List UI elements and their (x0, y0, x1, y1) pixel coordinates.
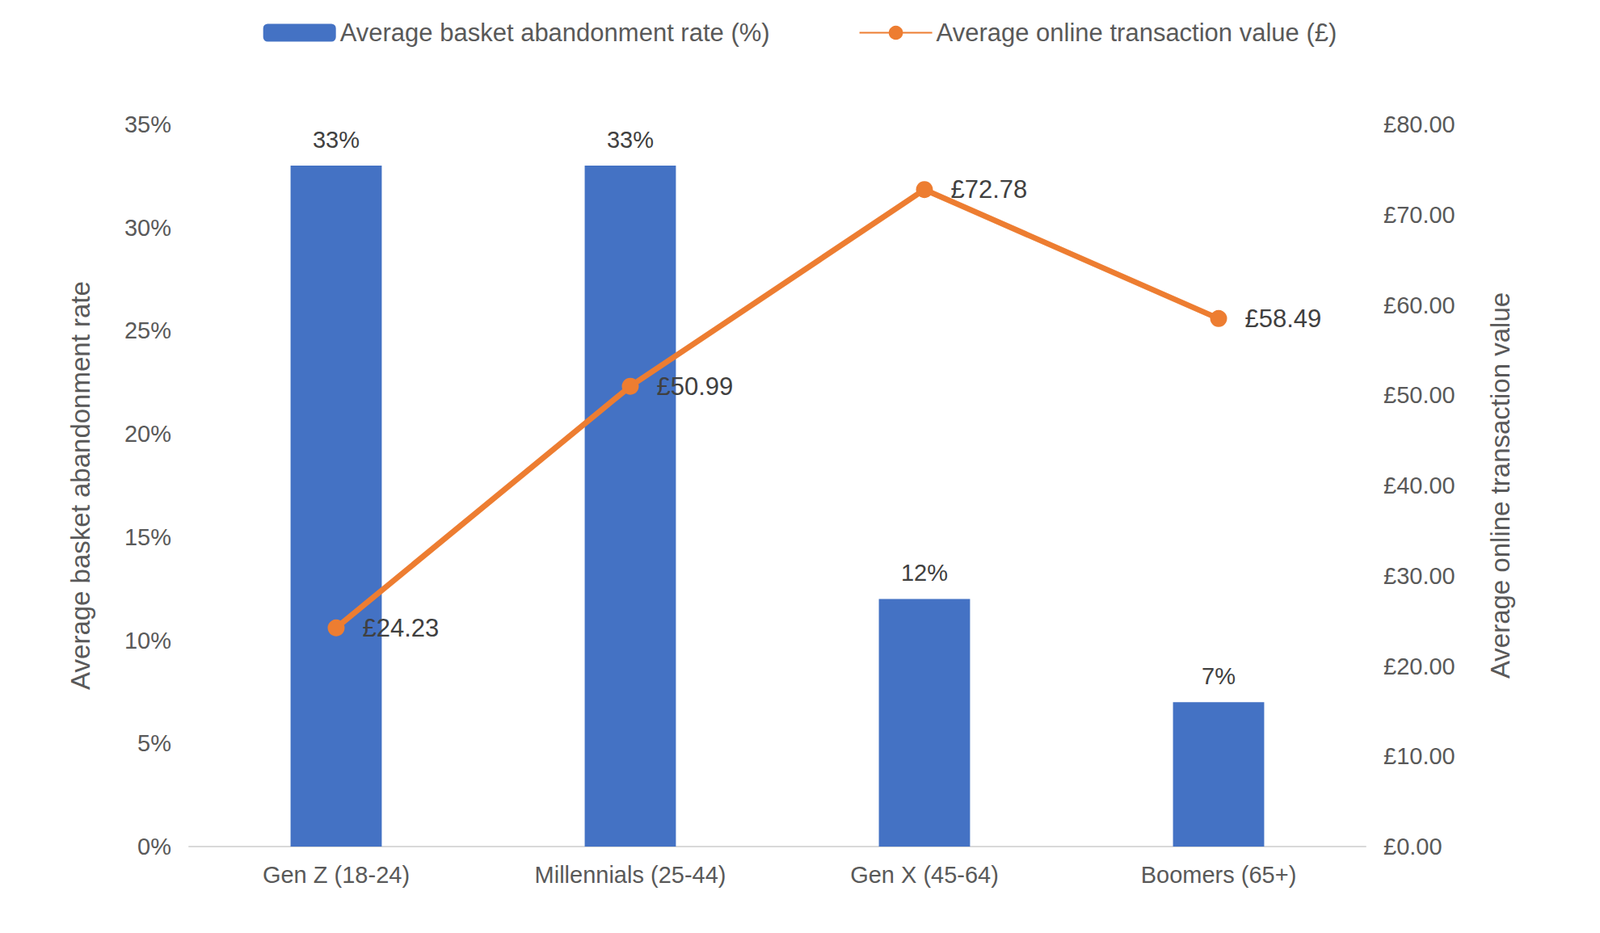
svg-text:£40.00: £40.00 (1383, 472, 1456, 499)
svg-text:33%: 33% (606, 126, 654, 153)
svg-text:Average basket abandonment rat: Average basket abandonment rate (65, 281, 96, 691)
svg-text:£50.00: £50.00 (1383, 382, 1456, 409)
svg-text:5%: 5% (137, 730, 172, 757)
svg-text:£70.00: £70.00 (1383, 202, 1456, 228)
svg-text:Average online transaction val: Average online transaction value (1485, 292, 1516, 679)
svg-text:7%: 7% (1201, 663, 1236, 690)
svg-text:£72.78: £72.78 (951, 175, 1028, 204)
svg-text:£10.00: £10.00 (1383, 743, 1456, 770)
svg-text:£80.00: £80.00 (1383, 111, 1456, 138)
svg-text:33%: 33% (312, 126, 360, 153)
svg-text:Boomers (65+): Boomers (65+) (1141, 862, 1297, 889)
svg-text:£60.00: £60.00 (1383, 292, 1456, 319)
svg-text:Gen X (45-64): Gen X (45-64) (850, 862, 999, 889)
svg-text:15%: 15% (124, 524, 172, 551)
svg-text:£0.00: £0.00 (1383, 833, 1443, 860)
svg-text:0%: 0% (137, 833, 172, 860)
svg-text:20%: 20% (124, 421, 172, 447)
svg-text:10%: 10% (124, 627, 172, 654)
svg-text:35%: 35% (124, 111, 172, 138)
svg-text:£30.00: £30.00 (1383, 563, 1456, 590)
svg-text:Average basket abandonment rat: Average basket abandonment rate (%) (340, 18, 771, 47)
svg-text:Gen Z (18-24): Gen Z (18-24) (262, 862, 410, 889)
svg-text:30%: 30% (124, 214, 172, 241)
svg-text:£24.23: £24.23 (362, 614, 440, 643)
svg-text:Average online transaction val: Average online transaction value (£) (936, 18, 1338, 47)
svg-text:£50.99: £50.99 (656, 372, 734, 401)
svg-text:£58.49: £58.49 (1245, 304, 1323, 333)
svg-text:Millennials (25-44): Millennials (25-44) (534, 862, 727, 889)
svg-text:£20.00: £20.00 (1383, 653, 1456, 680)
svg-text:12%: 12% (901, 560, 948, 586)
svg-text:25%: 25% (124, 317, 172, 344)
